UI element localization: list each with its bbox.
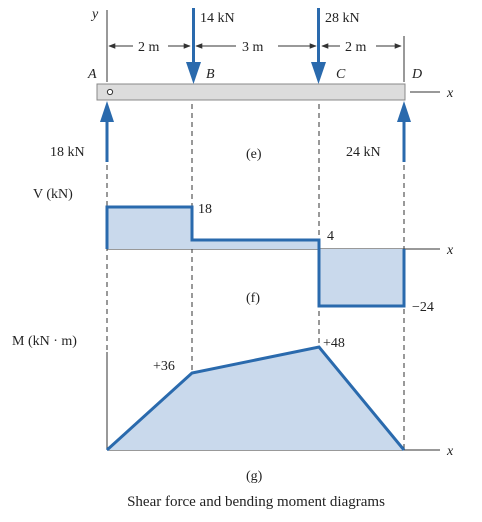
- shear-line: [105, 205, 406, 308]
- point-label-d: D: [411, 67, 422, 82]
- shear-area-2: [192, 240, 319, 249]
- moment-area: [107, 347, 404, 450]
- point-label-a: A: [87, 67, 97, 82]
- point-label-b: B: [206, 67, 215, 82]
- load-label-b: 14 kN: [200, 11, 235, 26]
- reaction-arrow-d: [397, 101, 411, 162]
- pin-support-icon: [106, 88, 114, 96]
- panel-label-f: (f): [246, 291, 260, 306]
- panel-label-e: (e): [246, 147, 262, 162]
- dimension-ab-label: 2 m: [138, 40, 160, 55]
- reaction-label-d: 24 kN: [346, 145, 381, 160]
- shear-value-neg24: −24: [412, 300, 434, 315]
- shear-area-3: [319, 249, 404, 306]
- dimension-cd-label: 2 m: [345, 40, 367, 55]
- moment-line: [105, 345, 406, 452]
- shear-value-18: 18: [198, 202, 212, 217]
- moment-value-36: +36: [153, 359, 175, 374]
- shear-axis-label: V (kN): [33, 187, 73, 202]
- load-arrow-c: [311, 8, 326, 84]
- panel-label-g: (g): [246, 469, 263, 484]
- caption: Shear force and bending moment diagrams: [127, 494, 385, 510]
- dimension-line: [108, 36, 405, 82]
- moment-x-label: x: [446, 444, 454, 459]
- load-label-c: 28 kN: [325, 11, 360, 26]
- moment-value-48: +48: [323, 336, 345, 351]
- shear-value-4: 4: [327, 229, 334, 244]
- point-label-c: C: [336, 67, 346, 82]
- shear-area-1: [107, 207, 192, 249]
- shear-x-label: x: [446, 243, 454, 258]
- load-arrow-b: [186, 8, 201, 84]
- beam-x-label: x: [446, 86, 454, 101]
- dimension-bc-label: 3 m: [242, 40, 264, 55]
- beam: [96, 83, 406, 101]
- moment-axis-label: M (kN · m): [12, 334, 77, 349]
- reaction-arrow-a: [100, 101, 114, 162]
- y-axis-label: y: [90, 7, 99, 22]
- reaction-label-a: 18 kN: [50, 145, 85, 160]
